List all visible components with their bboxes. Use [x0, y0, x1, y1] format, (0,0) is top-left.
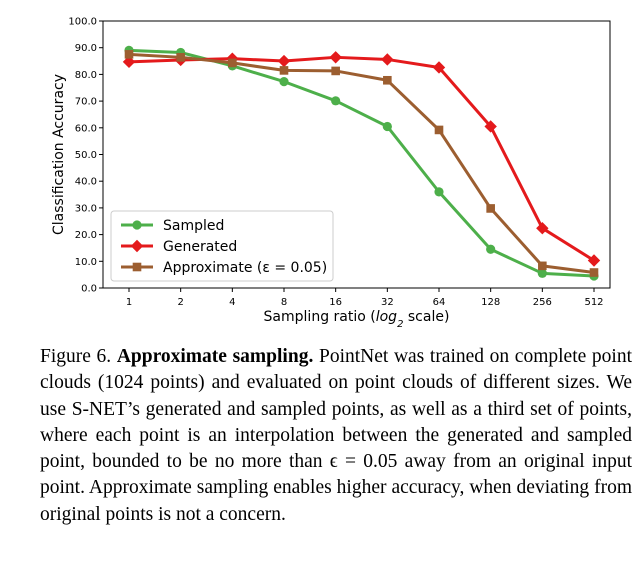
- data-point: [331, 66, 340, 76]
- y-tick-label: 50.0: [75, 150, 97, 161]
- x-tick-label: 256: [533, 297, 552, 308]
- y-tick-label: 10.0: [75, 257, 97, 268]
- data-point: [279, 77, 289, 87]
- x-tick-label: 1: [126, 297, 132, 308]
- data-point: [536, 221, 549, 235]
- caption-title: Approximate sampling.: [116, 346, 314, 367]
- x-tick-label: 8: [281, 297, 287, 308]
- x-axis-label-main: Sampling ratio (: [264, 309, 376, 325]
- x-tick-label: 512: [584, 297, 603, 308]
- legend-label: Sampled: [163, 218, 224, 234]
- x-tick-label: 4: [229, 297, 235, 308]
- legend-item: Approximate (ε = 0.05): [121, 260, 327, 276]
- y-tick-label: 100.0: [68, 17, 97, 28]
- caption-figure-label: Figure 6.: [40, 346, 112, 367]
- figure-caption: Figure 6. Approximate sampling. PointNet…: [40, 344, 632, 528]
- x-tick-label: 64: [433, 297, 446, 308]
- y-axis-label: Classification Accuracy: [51, 74, 67, 235]
- x-axis: 1 2 4 8 16 32 64 128 256 512: [126, 288, 604, 308]
- legend-item: Generated: [121, 239, 237, 255]
- data-point: [486, 204, 495, 213]
- x-tick-label: 16: [329, 297, 342, 308]
- y-tick-label: 0.0: [81, 284, 97, 295]
- data-point: [434, 125, 444, 135]
- data-point: [122, 55, 136, 69]
- x-tick-label: 2: [177, 297, 183, 308]
- legend: Sampled Generated Approximate (ε = 0.05): [110, 210, 334, 282]
- y-tick-label: 70.0: [75, 97, 97, 108]
- x-axis-label-tail: scale): [403, 309, 449, 325]
- legend-box: [110, 210, 334, 282]
- legend-marker: [132, 262, 142, 272]
- data-point: [587, 254, 601, 267]
- series-layer: [122, 45, 601, 281]
- series-line: [128, 52, 595, 275]
- data-point: [486, 244, 496, 254]
- x-axis-label-log: log: [376, 309, 397, 325]
- data-point: [124, 50, 134, 59]
- legend-marker: [130, 239, 144, 253]
- data-point: [277, 54, 291, 68]
- data-point: [331, 96, 341, 106]
- data-point: [484, 120, 497, 133]
- x-tick-label: 32: [381, 297, 394, 308]
- data-point: [537, 268, 547, 278]
- data-point: [176, 53, 185, 62]
- y-axis: 0.0 10.0 20.0 30.0 40.0 50.0 60.0 70.0 80.0 90.0 1…: [68, 17, 103, 295]
- data-point: [432, 61, 446, 74]
- legend-label: Approximate (ε = 0.05): [163, 260, 327, 276]
- data-point: [279, 66, 289, 75]
- x-axis-label: Sampling ratio (log2 scale): [264, 309, 450, 330]
- data-point: [589, 268, 599, 277]
- x-axis-label-subscript: 2: [397, 319, 403, 330]
- legend-label: Generated: [163, 239, 237, 255]
- line-chart: 0.0 10.0 20.0 30.0 40.0 50.0 60.0 70.0 80.0 90.0 1…: [51, 17, 611, 330]
- data-point: [382, 121, 392, 132]
- data-point: [434, 187, 444, 197]
- data-point: [538, 261, 547, 271]
- y-tick-label: 80.0: [75, 70, 97, 81]
- data-point: [329, 51, 342, 64]
- chart: 0.0 10.0 20.0 30.0 40.0 50.0 60.0 70.0 80.0 90.0 1…: [51, 17, 611, 330]
- series-3: [124, 50, 599, 277]
- y-tick-label: 60.0: [75, 123, 97, 134]
- caption-body: PointNet was trained on complete point c…: [40, 346, 633, 525]
- data-point: [381, 53, 394, 66]
- legend-item: Sampled: [121, 218, 224, 234]
- legend-marker: [132, 220, 142, 230]
- x-tick-label: 128: [481, 297, 500, 308]
- data-point: [383, 75, 392, 85]
- y-tick-label: 30.0: [75, 203, 97, 214]
- y-tick-label: 20.0: [75, 230, 97, 241]
- data-point: [228, 58, 237, 68]
- y-tick-label: 90.0: [75, 43, 97, 54]
- y-tick-label: 40.0: [75, 177, 97, 188]
